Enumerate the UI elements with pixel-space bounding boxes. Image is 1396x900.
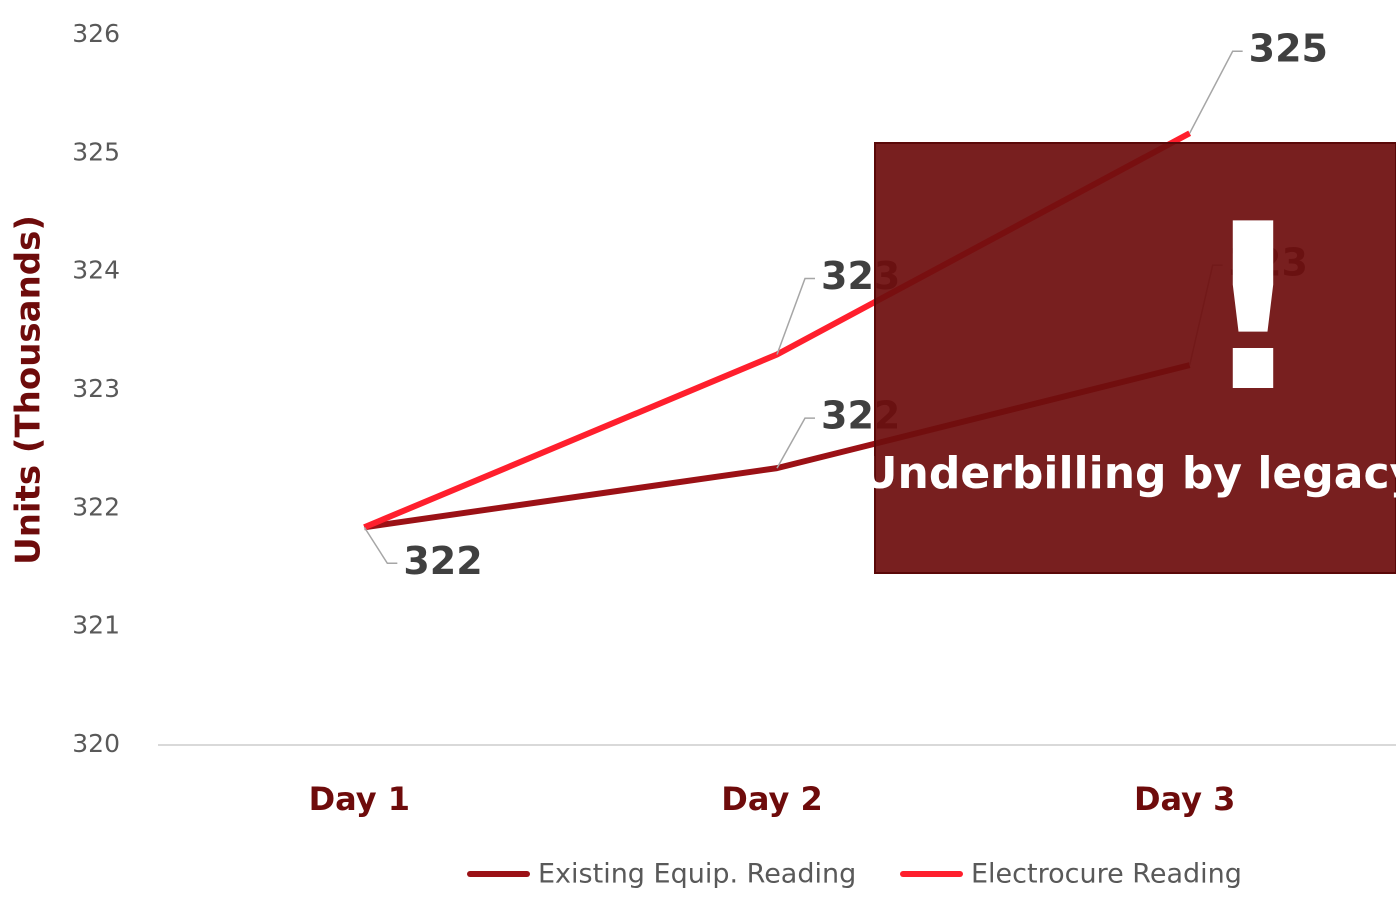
- y-tick-label: 320: [72, 729, 120, 758]
- y-axis-title: Units (Thousands): [9, 215, 49, 565]
- leader-line: [776, 417, 815, 469]
- data-label: 325: [1249, 27, 1328, 71]
- y-tick-label: 324: [72, 256, 120, 285]
- leader-line: [1189, 50, 1243, 134]
- data-label: 322: [403, 539, 482, 583]
- x-tick-label: Day 1: [309, 780, 410, 818]
- x-tick-label: Day 3: [1134, 780, 1235, 818]
- y-tick-label: 325: [72, 137, 120, 166]
- y-tick-label: 326: [72, 19, 120, 48]
- y-tick-label: 323: [72, 374, 120, 403]
- annotation-box: [874, 142, 1396, 574]
- legend-label: Electrocure Reading: [971, 859, 1242, 890]
- leader-line: [776, 277, 815, 355]
- x-tick-label: Day 2: [721, 780, 822, 818]
- y-tick-label: 322: [72, 492, 120, 521]
- legend-label: Existing Equip. Reading: [538, 859, 856, 890]
- annotation-mark: !: [1201, 176, 1306, 443]
- leader-line: [363, 526, 398, 565]
- y-tick-label: 321: [72, 611, 120, 640]
- annotation-text: Underbilling by legacy: [862, 448, 1396, 499]
